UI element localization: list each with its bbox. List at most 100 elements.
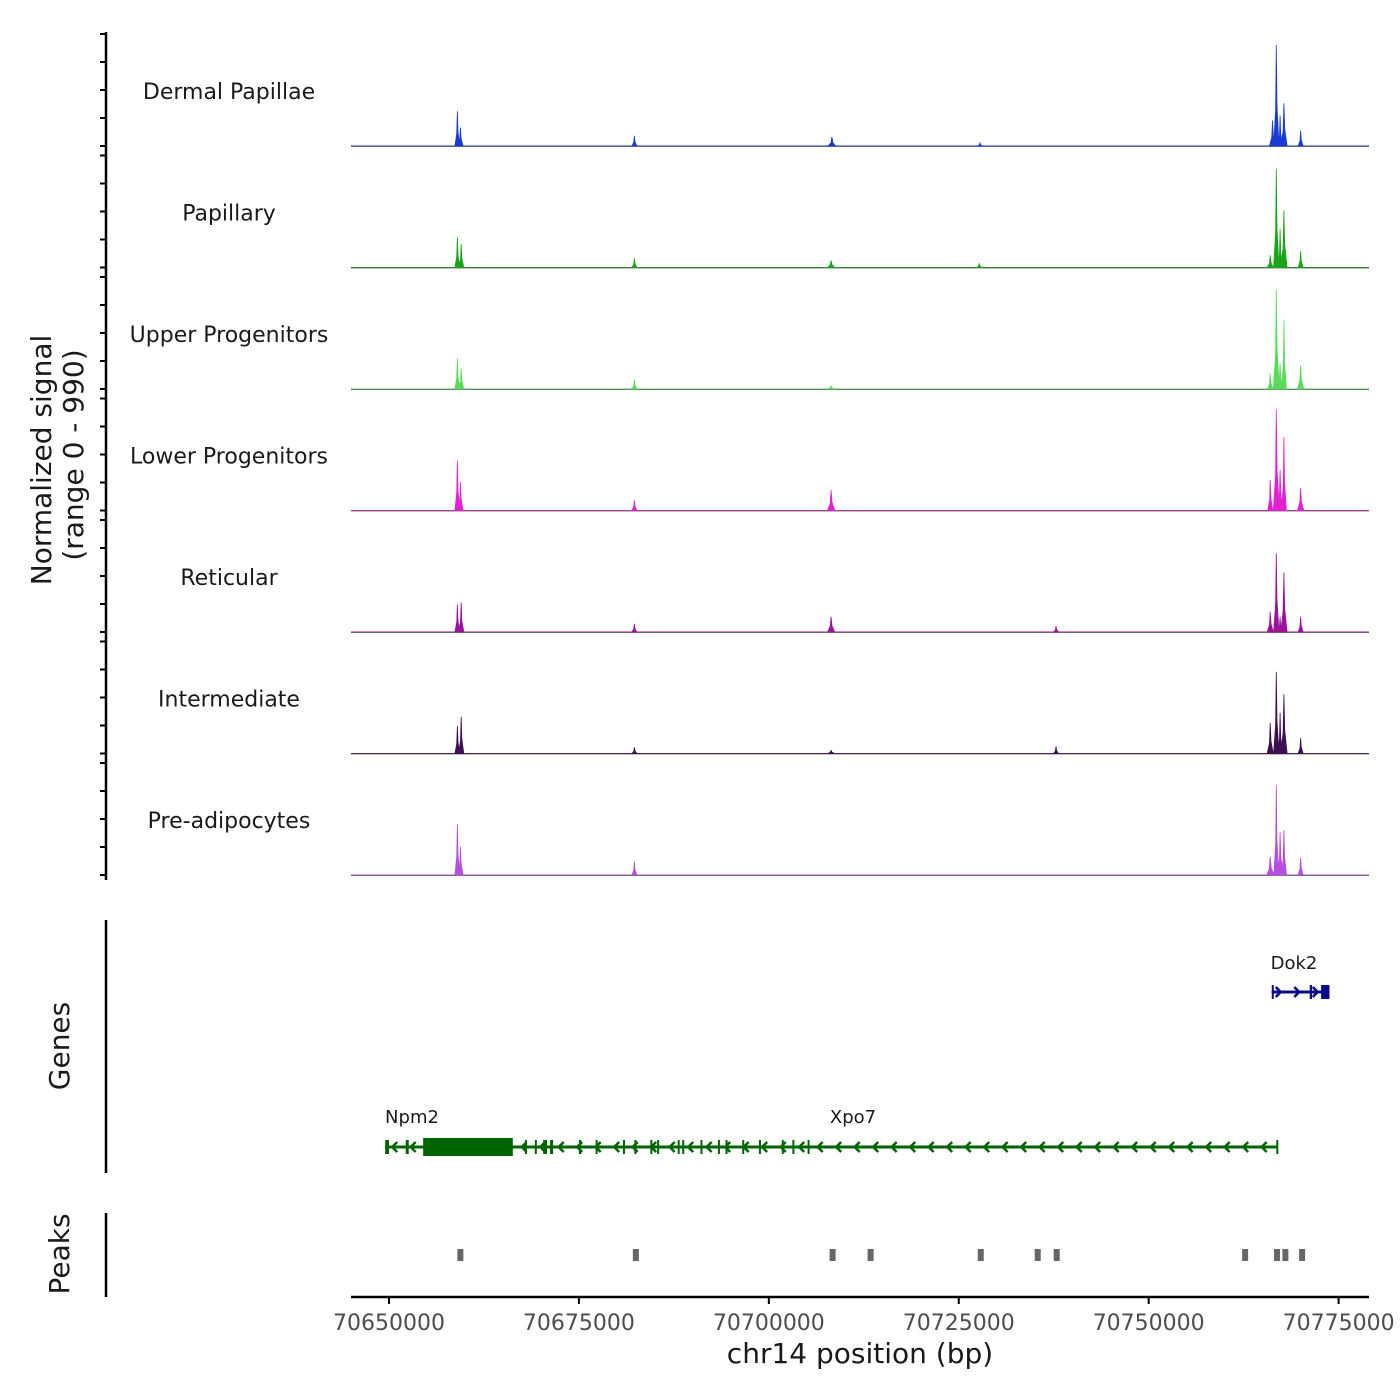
strand-chevron xyxy=(797,1141,806,1153)
strand-chevron xyxy=(593,1141,602,1153)
signal-peak xyxy=(1267,373,1274,390)
x-tick-label: 70650000 xyxy=(333,1311,445,1336)
signal-peak xyxy=(1280,103,1288,147)
strand-chevron xyxy=(852,1141,861,1153)
strand-chevron xyxy=(871,1141,880,1153)
signal-peak xyxy=(1273,671,1280,754)
coverage-y-ticks xyxy=(100,33,106,876)
gene-label: Dok2 xyxy=(1271,953,1318,974)
signal-tracks xyxy=(351,44,1369,876)
gene-models: Dok2 Xpo7 Npm2 xyxy=(385,953,1330,1156)
exon xyxy=(1276,1140,1279,1154)
signal-peak xyxy=(631,623,638,633)
signal-peak xyxy=(454,358,461,390)
strand-chevron xyxy=(1204,1141,1213,1153)
signal-peak xyxy=(457,846,464,876)
strand-chevron xyxy=(1093,1141,1102,1153)
strand-chevron xyxy=(390,1141,399,1153)
strand-chevron xyxy=(667,1141,676,1153)
track-label: Dermal Papillae xyxy=(143,80,315,105)
exon xyxy=(1309,985,1313,999)
track-label: Upper Progenitors xyxy=(130,323,329,348)
strand-chevron xyxy=(815,1141,824,1153)
signal-peak xyxy=(631,747,638,754)
peak-region xyxy=(1274,1249,1281,1261)
peak-region xyxy=(1034,1249,1041,1261)
strand-chevron xyxy=(704,1141,713,1153)
strand-chevron xyxy=(575,1141,584,1153)
strand-chevron xyxy=(741,1141,750,1153)
signal-peak xyxy=(1273,44,1280,147)
exon xyxy=(524,1140,527,1154)
y-axis-range: (range 0 - 990) xyxy=(57,349,90,560)
peaks-panel-title: Peaks xyxy=(43,1213,76,1294)
strand-chevron xyxy=(889,1141,898,1153)
strand-chevron xyxy=(1259,1141,1268,1153)
exon xyxy=(700,1140,703,1154)
strand-chevron xyxy=(963,1141,972,1153)
strand-chevron xyxy=(1019,1141,1028,1153)
x-axis-title: chr14 position (bp) xyxy=(727,1337,993,1370)
signal-peak xyxy=(631,500,638,511)
exon xyxy=(807,1140,810,1154)
signal-peak xyxy=(458,602,465,633)
signal-peak xyxy=(1297,857,1304,876)
strand-chevron xyxy=(1185,1141,1194,1153)
exon xyxy=(550,1140,554,1154)
strand-chevron xyxy=(1311,986,1320,998)
strand-chevron xyxy=(1148,1141,1157,1153)
strand-chevron xyxy=(427,1141,436,1153)
strand-chevron xyxy=(649,1141,658,1153)
exon xyxy=(677,1140,680,1154)
strand-chevron xyxy=(464,1141,473,1153)
strand-chevron xyxy=(501,1141,510,1153)
signal-peak xyxy=(457,481,464,511)
signal-peak xyxy=(1297,130,1304,147)
exon xyxy=(622,1140,625,1154)
strand-chevron xyxy=(945,1141,954,1153)
strand-chevron xyxy=(1056,1141,1065,1153)
signal-peak xyxy=(457,243,465,268)
strand-chevron xyxy=(1222,1141,1231,1153)
signal-peak xyxy=(826,260,836,268)
exon xyxy=(758,1140,761,1154)
signal-peak xyxy=(1297,738,1304,754)
signal-peak xyxy=(1273,785,1280,876)
peak-region xyxy=(1053,1249,1060,1261)
strand-chevron xyxy=(723,1141,732,1153)
x-tick-label: 70725000 xyxy=(903,1311,1015,1336)
strand-chevron xyxy=(1167,1141,1176,1153)
exon xyxy=(405,1140,409,1154)
exon xyxy=(682,1140,685,1154)
signal-peak xyxy=(631,135,638,147)
exon xyxy=(717,1140,720,1154)
peak-region xyxy=(1242,1249,1249,1261)
signal-peak xyxy=(1280,572,1288,633)
signal-peak xyxy=(457,368,465,390)
strand-chevron xyxy=(1074,1141,1083,1153)
exon xyxy=(1271,985,1274,999)
strand-chevron xyxy=(778,1141,787,1153)
signal-peak xyxy=(827,749,835,754)
signal-peak xyxy=(1297,251,1304,268)
exon xyxy=(385,1140,389,1154)
strand-chevron xyxy=(482,1141,491,1153)
signal-peak xyxy=(976,141,984,147)
signal-peak xyxy=(1280,694,1288,754)
signal-peak xyxy=(827,384,835,390)
peak-regions xyxy=(457,1249,1306,1261)
exon xyxy=(534,1140,537,1154)
strand-chevron xyxy=(686,1141,695,1153)
strand-chevron xyxy=(445,1141,454,1153)
strand-chevron xyxy=(982,1141,991,1153)
exon xyxy=(423,1138,513,1156)
signal-peak xyxy=(1280,210,1288,268)
exon xyxy=(634,1140,637,1154)
strand-chevron xyxy=(538,1141,547,1153)
signal-peak xyxy=(1052,625,1060,633)
signal-peak xyxy=(826,490,836,511)
signal-peak xyxy=(1273,553,1280,633)
exon xyxy=(781,1140,784,1154)
exon xyxy=(792,1140,795,1154)
signal-peak xyxy=(1273,168,1280,268)
